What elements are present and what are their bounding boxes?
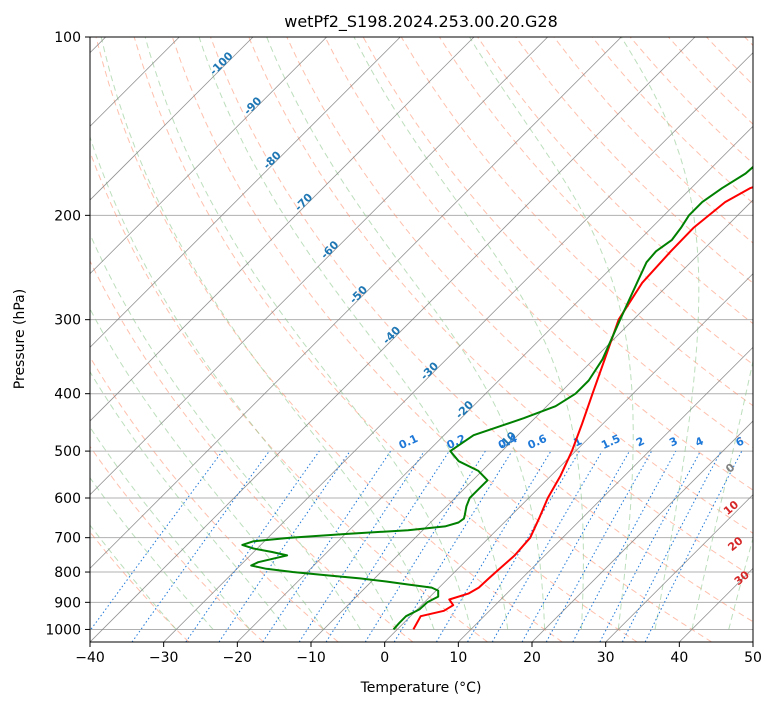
moist-adiabats [90, 37, 753, 630]
moist-adiabat-line [198, 37, 509, 630]
dry-adiabat-line [248, 37, 753, 578]
x-tick-label: −20 [223, 650, 253, 666]
mixing-ratio-line [572, 450, 677, 642]
x-tick-label: 0 [380, 650, 389, 666]
x-axis-label: Temperature (°C) [360, 680, 482, 696]
y-axis-ticks: 1000 900 800 700 600 500 400 300 200 100 [45, 30, 90, 638]
temperature-profile-line [412, 186, 753, 630]
isotherm-line [90, 37, 548, 496]
mixing-ratio-line [521, 450, 630, 642]
y-tick-label: 300 [54, 313, 81, 329]
y-tick-label: 1000 [45, 622, 81, 638]
x-tick-label: 40 [670, 650, 688, 666]
plot-area: -100-90-80-70-60-50-40-30-20-10010203040… [90, 37, 771, 642]
dry-adiabat-line [90, 445, 264, 642]
moist-adiabat-line [469, 37, 634, 630]
isotherm-line [384, 273, 753, 642]
isotherm-line [90, 37, 254, 201]
mixing-ratio-lines [90, 450, 743, 642]
dry-adiabat-line [90, 259, 414, 642]
moist-adiabat-label: 40 [751, 597, 771, 617]
x-axis-ticks: −40 −30 −20 −10 0 10 20 30 40 50 [75, 642, 762, 666]
mixing-ratio-line [90, 450, 223, 632]
moist-adiabat-line [90, 476, 214, 630]
moist-adiabat-line [90, 370, 288, 630]
mixing-ratio-line [393, 450, 513, 642]
mixing-ratio-line [262, 450, 392, 642]
x-tick-label: −40 [75, 650, 105, 666]
mixing-ratio-line [545, 450, 653, 642]
dry-adiabat-line [324, 37, 753, 491]
dry-adiabat-line [90, 356, 339, 642]
y-tick-label: 500 [54, 444, 81, 460]
isotherm-line [90, 37, 475, 422]
mixing-ratio-line [644, 450, 743, 642]
isotherm-line [90, 37, 401, 348]
dewpoint-profile-line [241, 165, 753, 631]
dry-adiabat-line [95, 37, 563, 642]
isotherm-line [90, 37, 622, 569]
isotherm-line [90, 37, 327, 275]
dry-adiabat-line [210, 37, 753, 623]
y-tick-label: 100 [54, 30, 81, 46]
moist-adiabat-line [100, 37, 435, 630]
mixing-ratio-line [325, 450, 450, 642]
y-axis-label: Pressure (hPa) [12, 289, 28, 389]
mixing-ratio-line [131, 450, 270, 642]
sounding-profiles [241, 165, 753, 631]
y-tick-label: 400 [54, 387, 81, 403]
x-tick-label: 50 [744, 650, 762, 666]
isotherm-line [605, 494, 753, 642]
chart-title: wetPf2_S198.2024.253.00.20.G28 [284, 12, 558, 32]
dry-adiabat-line [133, 37, 638, 642]
isotherm-line [237, 125, 753, 642]
moist-adiabat-line [691, 358, 753, 630]
mixing-ratio-line [298, 450, 425, 642]
moist-adiabat-line [353, 37, 584, 630]
dry-adiabat-line [515, 37, 753, 284]
plot-frame [89, 36, 754, 643]
y-tick-label: 700 [54, 531, 81, 547]
mixing-ratio-line [218, 450, 351, 642]
x-tick-label: 30 [597, 650, 615, 666]
dry-adiabat-line [286, 37, 753, 534]
moist-adiabat-line [90, 524, 177, 630]
moist-adiabat-line [90, 135, 398, 630]
moist-adiabat-line [728, 536, 753, 630]
isotherm-grid [90, 37, 753, 642]
y-tick-label: 600 [54, 491, 81, 507]
moist-adiabat-line [90, 308, 324, 630]
dry-adiabat-line [171, 37, 712, 642]
isotherm-line [458, 346, 753, 642]
y-tick-label: 200 [54, 208, 81, 224]
moist-adiabat-line [90, 426, 251, 630]
moist-adiabat-line [266, 37, 546, 630]
isotherm-line [531, 420, 753, 642]
moist-adiabat-line [90, 232, 361, 630]
dry-adiabats [90, 37, 753, 642]
x-tick-label: −30 [149, 650, 179, 666]
isotherm-line [310, 199, 753, 642]
y-tick-label: 800 [54, 565, 81, 581]
isobar-grid [90, 37, 753, 630]
x-tick-label: 20 [523, 650, 541, 666]
y-tick-label: 900 [54, 595, 81, 611]
x-tick-label: 10 [449, 650, 467, 666]
moist-adiabat-line [144, 37, 472, 630]
isotherm-line [90, 37, 696, 642]
mixing-ratio-line [185, 450, 320, 642]
x-tick-label: −10 [296, 650, 326, 666]
moist-adiabat-line [620, 37, 700, 630]
